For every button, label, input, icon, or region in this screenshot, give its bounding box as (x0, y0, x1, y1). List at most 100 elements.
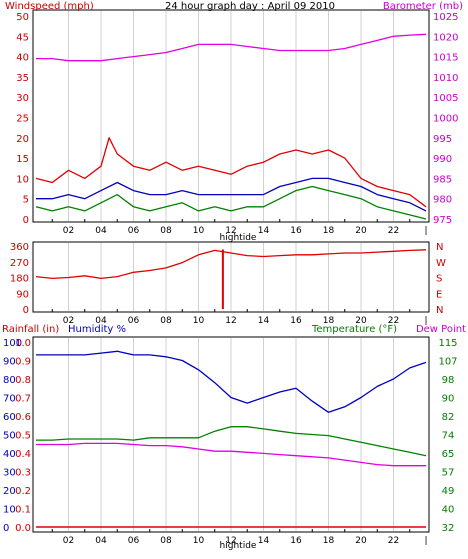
rainfall-tick-7: 0.7 (15, 394, 31, 405)
p3-xtick-10: 10 (193, 536, 205, 546)
thermo-series (36, 350, 427, 528)
barometer-tick-2: 985 (433, 174, 452, 185)
barometer-tick-5: 1000 (433, 114, 458, 125)
direction-degree-tick-1: 90 (16, 289, 29, 300)
direction-x-ticks: 02 04 06 08 10 12 14 16 18 20 22 | (51, 309, 428, 326)
p1-xtick-10: 10 (193, 226, 205, 236)
temperature-tick-0: 32 (442, 523, 455, 534)
barometer-tick-10: 1025 (433, 12, 458, 23)
p2-xtick-04: 04 (95, 316, 107, 326)
p1-xtick-02: 02 (63, 226, 74, 236)
barometer-tick-7: 1010 (433, 73, 458, 84)
rainfall-tick-1: 0.1 (15, 505, 31, 516)
direction-series (35, 249, 427, 309)
humidity-tick-3: 30 (3, 468, 16, 479)
direction-compass-tick-2: S (436, 274, 442, 285)
humidity-line (36, 350, 427, 413)
p3-xtick-08: 08 (160, 536, 172, 546)
p1-xtick-06: 06 (128, 226, 140, 236)
windspeed-tick-6: 30 (16, 93, 29, 104)
wind-baro-grid (68, 11, 394, 221)
rainfall-tick-6: 0.6 (15, 412, 31, 423)
humidity-tick-4: 40 (3, 449, 16, 460)
humidity-tick-1: 10 (3, 505, 16, 516)
p1-xtick-end: | (424, 226, 427, 236)
barometer-tick-6: 1005 (433, 93, 458, 104)
p1-xtick-08: 08 (160, 226, 172, 236)
windspeed-tick-8: 40 (16, 53, 29, 64)
temperature-tick-1: 40 (442, 505, 455, 516)
p2-xtick-22: 22 (388, 316, 399, 326)
p2-xtick-06: 06 (128, 316, 140, 326)
rainfall-tick-4: 0.4 (15, 449, 31, 460)
p3-xtick-22: 22 (388, 536, 399, 546)
barometer-tick-3: 990 (433, 154, 452, 165)
humidity-tick-5: 50 (3, 431, 16, 442)
windspeed-axis-label: Windspeed (mph) (5, 1, 94, 12)
p2-xtick-10: 10 (193, 316, 205, 326)
temperature-tick-3: 57 (442, 468, 455, 479)
rainfall-tick-8: 0.8 (15, 375, 31, 386)
direction-degree-tick-4: 360 (10, 242, 29, 253)
rainfall-axis-label: Rainfall (in) (2, 324, 59, 335)
humidity-tick-9: 90 (3, 357, 16, 368)
barometer-tick-4: 995 (433, 134, 452, 145)
windspeed-axis-ticks: 0 5 10 15 20 25 30 35 40 45 50 (16, 12, 29, 226)
rainfall-tick-9: 0.9 (15, 357, 31, 368)
p3-xtick-18: 18 (323, 536, 335, 546)
p2-xtick-18: 18 (323, 316, 335, 326)
p2-xtick-end: | (424, 316, 427, 326)
wind-avg-line (36, 177, 427, 212)
direction-compass-tick-1: E (436, 289, 442, 300)
temperature-line (36, 426, 427, 457)
windspeed-tick-2: 10 (16, 174, 29, 185)
direction-compass-tick-3: W (436, 258, 446, 269)
humidity-tick-6: 60 (3, 412, 16, 423)
p3-xtick-20: 20 (355, 536, 367, 546)
p1-xtick-14: 14 (258, 226, 270, 236)
p1-xtick-04: 04 (95, 226, 107, 236)
thermo-x-ticks: 02 04 06 08 10 12 14 16 18 20 22 | (51, 529, 428, 546)
barometer-tick-0: 975 (433, 215, 452, 226)
windspeed-tick-1: 5 (23, 195, 29, 206)
humidity-tick-7: 70 (3, 394, 16, 405)
p2-xtick-16: 16 (290, 316, 302, 326)
barometer-tick-9: 1020 (433, 32, 458, 43)
windspeed-tick-3: 15 (16, 154, 29, 165)
direction-degree-tick-0: 0 (23, 305, 29, 316)
direction-compass-tick-4: N (436, 242, 443, 253)
direction-degree-tick-3: 270 (10, 258, 29, 269)
p1-xtick-18: 18 (323, 226, 335, 236)
temperature-tick-9: 107 (438, 357, 457, 368)
p3-xtick-end: | (424, 536, 427, 546)
temperature-tick-8: 98 (442, 375, 455, 386)
p2-xtick-12: 12 (225, 316, 236, 326)
wind-baro-hightide-label: hightide (220, 233, 257, 243)
p1-xtick-12: 12 (225, 226, 236, 236)
rainfall-tick-3: 0.3 (15, 468, 31, 479)
p1-xtick-22: 22 (388, 226, 399, 236)
wind-baro-series (35, 33, 427, 220)
wind-baro-x-ticks: 02 04 06 08 10 12 14 16 18 20 22 | (51, 219, 428, 236)
humidity-tick-10: 100 (3, 338, 22, 349)
direction-compass-tick-0: N (436, 305, 443, 316)
barometer-line (36, 33, 427, 62)
rainfall-tick-2: 0.2 (15, 486, 31, 497)
p2-xtick-02: 02 (63, 316, 74, 326)
humidity-tick-8: 80 (3, 375, 16, 386)
windspeed-tick-4: 20 (16, 134, 29, 145)
humidity-axis-label: Humidity % (68, 324, 126, 335)
barometer-tick-8: 1015 (433, 53, 458, 64)
wind-gust-line (35, 137, 427, 208)
rainfall-tick-5: 0.5 (15, 431, 31, 442)
humidity-axis-ticks: 0 10 20 30 40 50 60 70 80 90 100 (3, 338, 22, 534)
direction-line (35, 249, 427, 280)
temperature-tick-6: 82 (442, 412, 455, 423)
temperature-tick-2: 49 (442, 486, 455, 497)
barometer-tick-1: 980 (433, 195, 452, 206)
barometer-axis-ticks: 975 980 985 990 995 1000 1005 1010 1015 1020 1025 (433, 12, 458, 226)
temperature-axis-ticks: 32 40 49 57 65 74 82 90 98 107 115 (438, 338, 457, 534)
rainfall-tick-10: 1.0 (15, 338, 31, 349)
rainfall-axis-ticks: 0.0 0.1 0.2 0.3 0.4 0.5 0.6 0.7 0.8 0.9 1.0 (15, 338, 31, 534)
